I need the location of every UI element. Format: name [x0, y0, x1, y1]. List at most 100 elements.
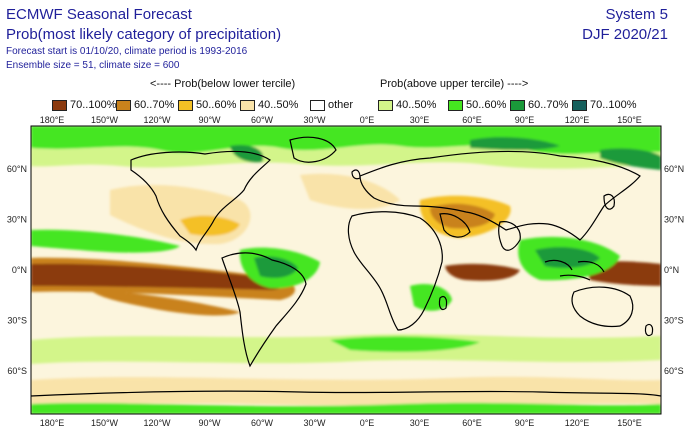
lat-label: 60°N	[7, 164, 27, 174]
coastline-arabia	[439, 213, 471, 238]
legend-label: 70..100%	[70, 99, 117, 111]
legend-above-label: Prob(above upper tercile) ---->	[380, 78, 529, 90]
lat-label: 30°S	[7, 315, 27, 325]
field-amazon-core	[254, 256, 298, 278]
coastline-south-america	[221, 252, 307, 368]
lat-label: 30°S	[664, 315, 684, 325]
lat-label: 30°N	[7, 215, 27, 225]
lat-label: 0°N	[664, 265, 679, 275]
lon-label: 150°W	[91, 418, 119, 428]
field-mideast-dry	[430, 203, 495, 229]
field-arctic-wet	[31, 126, 661, 155]
legend-label: 40..50%	[396, 99, 437, 111]
legend-label: 50..60%	[466, 99, 507, 111]
legend-item: other	[310, 98, 353, 112]
field-pacific-south-wet	[31, 229, 180, 253]
coastline-africa	[347, 211, 443, 331]
lon-label: 0°E	[360, 418, 375, 428]
probability-fields	[31, 126, 661, 414]
legend-item: 70..100%	[572, 98, 636, 112]
coastlines	[31, 136, 661, 397]
legend-item: 40..50%	[240, 98, 298, 112]
field-dark-green-1	[470, 137, 560, 150]
coastline-eurasia	[359, 150, 641, 241]
coastline-new-zealand	[644, 323, 654, 337]
legend-below-label: <---- Prob(below lower tercile)	[150, 78, 296, 90]
field-dark-green-2	[600, 148, 661, 170]
coastline-north-america	[130, 150, 271, 252]
map-frame	[30, 125, 662, 415]
lon-label: 180°E	[40, 115, 65, 125]
legend-swatch	[178, 99, 193, 111]
season-label: DJF 2020/21	[582, 26, 668, 43]
field-dark-green-3	[230, 144, 264, 163]
legend-swatch	[116, 99, 131, 111]
field-antarctic-wet	[31, 402, 661, 414]
lon-label: 30°W	[303, 115, 326, 125]
coastline-antarctica	[31, 390, 661, 397]
legend-swatch	[572, 99, 587, 111]
map-title: ECMWF Seasonal Forecast	[6, 6, 192, 23]
coastline-greenland	[289, 136, 337, 163]
legend-item: 50..60%	[448, 98, 506, 112]
legend-label: 40..50%	[258, 99, 299, 111]
field-maritime-core	[535, 247, 600, 268]
lon-label: 60°E	[462, 115, 482, 125]
lat-labels-left: 60°N 30°N 0°N 30°S 60°S	[7, 164, 27, 376]
lat-label: 60°S	[664, 366, 684, 376]
field-pacific-band-core	[31, 263, 282, 290]
lon-label: 120°E	[565, 418, 590, 428]
system-label: System 5	[605, 6, 668, 23]
coastline-uk	[351, 169, 361, 180]
legend-label: other	[328, 99, 354, 111]
lon-label: 30°E	[410, 115, 430, 125]
lon-label: 0°E	[360, 115, 375, 125]
lat-label: 30°N	[664, 215, 684, 225]
lon-label: 120°W	[143, 115, 171, 125]
lat-label: 0°N	[12, 265, 27, 275]
coastline-india	[498, 221, 521, 251]
legend-item: 60..70%	[116, 98, 174, 112]
lon-label: 150°E	[617, 115, 642, 125]
legend-swatch	[52, 99, 67, 111]
lon-label: 120°E	[565, 115, 590, 125]
lon-label: 60°W	[251, 115, 274, 125]
lon-labels-bottom: 180°E 150°W 120°W 90°W 60°W 30°W 0°E 30°E 60°E 90…	[40, 418, 642, 428]
legend-label: 60..70%	[528, 99, 569, 111]
ensemble-info: Ensemble size = 51, climate size = 600	[6, 60, 180, 71]
field-africa-wet	[410, 283, 452, 311]
lat-label: 60°N	[664, 164, 684, 174]
field-south-ocean-wet	[31, 334, 661, 364]
lon-label: 30°E	[410, 418, 430, 428]
field-antarctic-dry	[31, 376, 661, 406]
forecast-info: Forecast start is 01/10/20, climate peri…	[6, 46, 248, 57]
coastline-indonesia	[544, 259, 605, 281]
legend-swatch	[448, 99, 463, 111]
legend-label: 50..60%	[196, 99, 237, 111]
field-arctic-light	[31, 144, 661, 169]
field-indian-band	[445, 263, 520, 281]
map-subtitle: Prob(most likely category of precipitati…	[6, 26, 282, 43]
lon-label: 90°W	[198, 418, 221, 428]
coastline-australia	[571, 286, 634, 328]
lon-label: 120°W	[143, 418, 171, 428]
coastline-madagascar	[438, 295, 448, 311]
lon-label: 60°W	[251, 418, 274, 428]
lat-labels-right: 60°N 30°N 0°N 30°S 60°S	[664, 164, 684, 376]
lon-labels-top: 180°E 150°W 120°W 90°W 60°W 30°W 0°E 30°E 60°E 90…	[40, 115, 642, 125]
legend-swatch	[378, 99, 393, 111]
legend-label: 70..100%	[590, 99, 637, 111]
legend-swatch	[310, 99, 325, 111]
lon-label: 90°W	[198, 115, 221, 125]
lon-label: 180°E	[40, 418, 65, 428]
legend-item: 50..60%	[178, 98, 236, 112]
legend-item: 40..50%	[378, 98, 436, 112]
lon-label: 60°E	[462, 418, 482, 428]
lat-label: 60°S	[7, 366, 27, 376]
lon-label: 30°W	[303, 418, 326, 428]
coastline-japan	[603, 193, 615, 210]
field-pacific-band-south	[90, 290, 240, 316]
field-atlantic-dry	[300, 173, 400, 210]
field-south-ocean-core	[330, 336, 480, 352]
